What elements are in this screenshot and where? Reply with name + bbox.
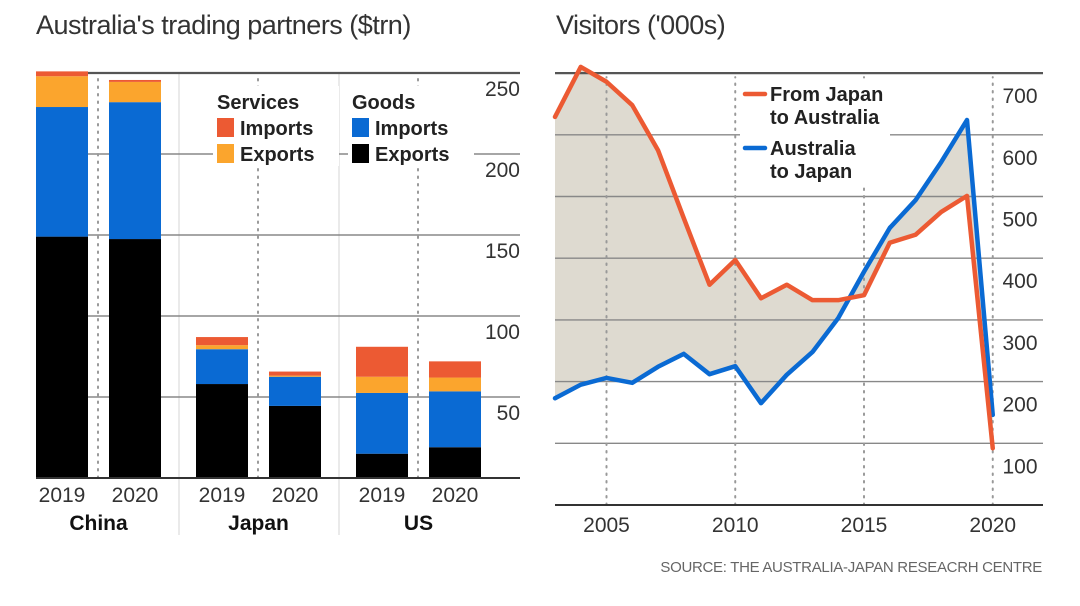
- x-tick-label: 2019: [39, 484, 86, 507]
- y-tick-label: 700: [1002, 85, 1037, 108]
- source-note: SOURCE: THE AUSTRALIA-JAPAN RESEACRH CEN…: [660, 559, 1042, 576]
- y-tick-label: 150: [485, 240, 520, 263]
- y-tick-label: 400: [1002, 270, 1037, 293]
- x-tick-label: 2015: [841, 514, 888, 537]
- bar-segment-services-imports: [356, 346, 408, 377]
- y-tick-label: 500: [1002, 209, 1037, 232]
- bar-segment-services-exports: [109, 81, 161, 103]
- y-tick-label: 100: [485, 321, 520, 344]
- group-label: Japan: [228, 512, 289, 535]
- bar-segment-services-exports: [36, 76, 88, 108]
- series-line-from-japan-to-australia: [552, 64, 995, 451]
- x-tick-label: 2020: [969, 514, 1016, 537]
- legend-label: to Japan: [770, 161, 852, 183]
- legend-label: From Japan: [770, 84, 883, 106]
- legend-group-title: Services: [217, 92, 299, 114]
- x-tick-label: 2005: [583, 514, 630, 537]
- bar-segment-goods-exports: [36, 236, 88, 478]
- group-label: US: [404, 512, 433, 535]
- bar-segment-services-exports: [196, 345, 248, 350]
- bar-chart-title: Australia's trading partners ($trn): [36, 10, 411, 40]
- bar-segment-goods-exports: [429, 447, 481, 478]
- legend-group-title: Goods: [352, 92, 415, 114]
- x-tick-label: 2020: [432, 484, 479, 507]
- x-tick-label: 2019: [199, 484, 246, 507]
- y-tick-label: 200: [485, 159, 520, 182]
- legend-swatch: [217, 118, 234, 137]
- legend-background: [740, 80, 890, 184]
- bar-segment-goods-exports: [196, 384, 248, 478]
- legend-swatch: [217, 144, 234, 163]
- line-chart-title: Visitors ('000s): [556, 10, 726, 40]
- bar-segment-services-exports: [429, 377, 481, 392]
- legend-label: to Australia: [770, 107, 880, 129]
- y-tick-label: 300: [1002, 332, 1037, 355]
- bar-segment-services-exports: [269, 375, 321, 377]
- legend-label: Imports: [240, 118, 313, 140]
- x-tick-label: 2010: [712, 514, 759, 537]
- trading-partners-bar-chart: 50 100 150 200 250 2019 2020 China 2019 2020 Japan…: [36, 71, 520, 535]
- y-tick-label: 200: [1002, 394, 1037, 417]
- bar-segment-services-imports: [36, 71, 88, 77]
- bar-segment-goods-imports: [36, 107, 88, 237]
- bar-segment-goods-exports: [269, 405, 321, 478]
- bar-segment-services-imports: [196, 337, 248, 346]
- bar-segment-goods-exports: [356, 453, 408, 478]
- fill-between-area: [555, 66, 993, 449]
- group-label: China: [69, 512, 128, 535]
- bar-segment-services-imports: [109, 79, 161, 82]
- legend-swatch: [352, 118, 369, 137]
- series-line-australia-to-japan: [552, 117, 995, 418]
- x-tick-label: 2020: [112, 484, 159, 507]
- bar-segment-services-imports: [429, 361, 481, 378]
- bar-segment-goods-imports: [429, 391, 481, 448]
- bar-segment-services-imports: [269, 371, 321, 376]
- legend-label: Imports: [375, 118, 448, 140]
- y-tick-label: 250: [485, 78, 520, 101]
- y-tick-label: 600: [1002, 147, 1037, 170]
- bar-segment-goods-imports: [356, 392, 408, 454]
- y-tick-label: 100: [1002, 455, 1037, 478]
- legend-swatch: [352, 144, 369, 163]
- legend-label: Australia: [770, 138, 856, 160]
- legend-label: Exports: [375, 144, 449, 166]
- x-tick-label: 2019: [359, 484, 406, 507]
- x-tick-label: 2020: [272, 484, 319, 507]
- y-tick-label: 50: [497, 402, 520, 425]
- bar-segment-goods-exports: [109, 239, 161, 478]
- legend-label: Exports: [240, 144, 314, 166]
- bar-segment-goods-imports: [269, 376, 321, 406]
- bar-segment-services-exports: [356, 376, 408, 393]
- bar-segment-goods-imports: [109, 102, 161, 240]
- bar-segment-goods-imports: [196, 349, 248, 385]
